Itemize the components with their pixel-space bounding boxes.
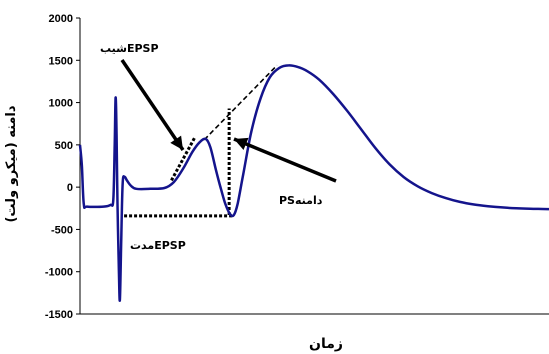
y-tick-label: -1500 [45,309,73,321]
annotation-epsp-duration: مدتEPSP [130,239,186,252]
y-axis-title: دامنه (میکرو ولت) [4,105,19,222]
y-tick-label: 1500 [49,55,73,67]
y-tick-label: 1000 [49,98,73,110]
annotation-lines [124,64,278,218]
y-tick-label: 2000 [49,13,73,25]
epsp-slope-arrow-head [170,135,183,150]
axes [79,18,549,315]
signal-line [78,64,549,302]
epsp-slope-arrow-shaft [120,59,185,151]
y-axis-ticks: 2000 1500 1000 500 0 -500 -1000 -1500 [45,13,80,321]
ps-amplitude-arrow-head [234,137,249,150]
annotation-epsp-slope: شیبEPSP [100,42,159,55]
y-tick-label: -500 [51,224,73,236]
ps-baseline-tangent-line [203,64,278,141]
epsp-slope-line [170,136,197,182]
y-tick-label: 0 [67,182,73,194]
series-group [78,64,549,302]
annotation-arrows [120,59,337,183]
y-tick-label: 500 [55,140,73,152]
ps-amplitude-arrow-shaft [233,137,337,183]
annotation-ps-amplitude: PSدامنه [279,194,323,207]
y-tick-label: -1000 [45,267,73,279]
x-axis-title: زمان [309,336,343,352]
